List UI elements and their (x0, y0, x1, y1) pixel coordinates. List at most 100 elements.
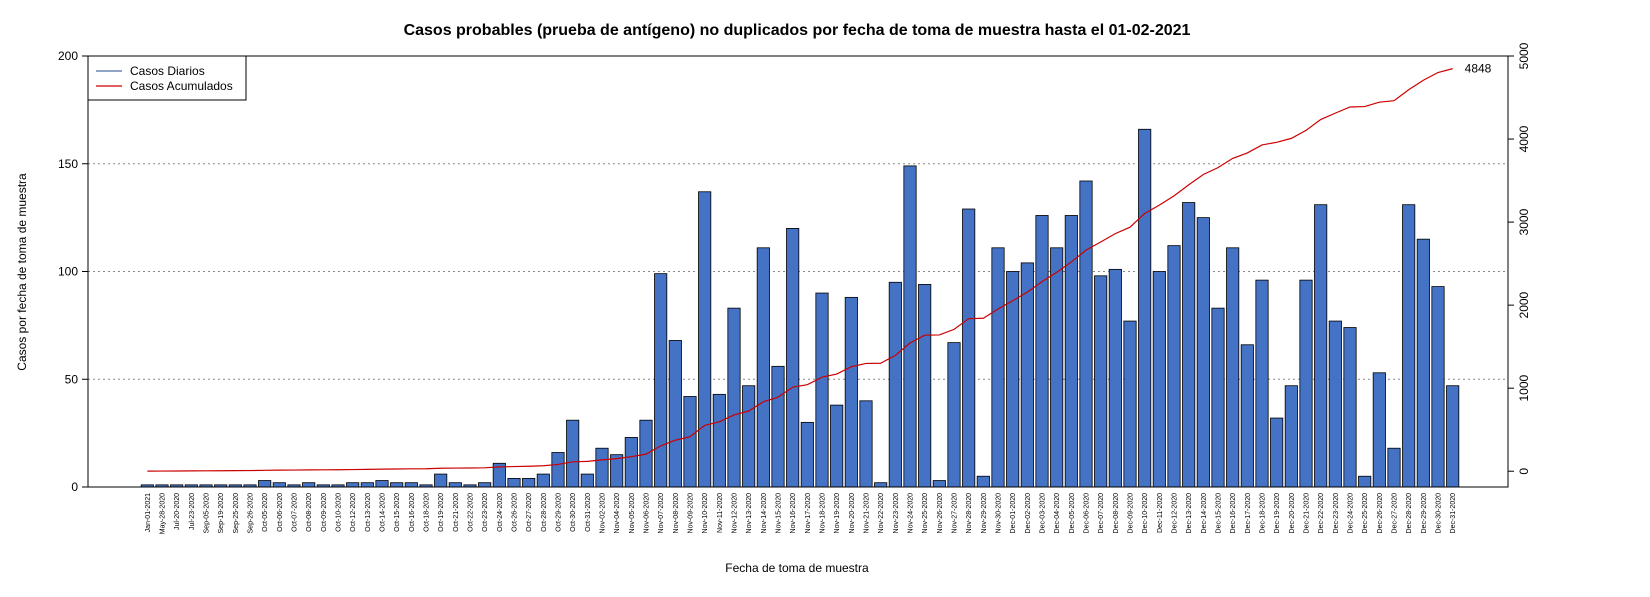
bar (1196, 217, 1210, 488)
x-tick-label: Nov-25-2020 (922, 493, 929, 534)
x-tick-label: Nov-22-2020 (878, 493, 885, 534)
x-tick-label: Dec-08-2020 (1113, 493, 1120, 534)
x-tick-label: Dec-03-2020 (1040, 493, 1047, 534)
bar (1108, 268, 1122, 488)
x-tick-label: Dec-19-2020 (1274, 493, 1281, 534)
x-tick-label: Nov-12-2020 (732, 493, 739, 534)
bar (580, 473, 594, 488)
bar (478, 482, 492, 488)
x-tick-label: Dec-27-2020 (1392, 493, 1399, 534)
x-tick-label: Dec-20-2020 (1289, 493, 1296, 534)
legend-label: Casos Diarios (130, 64, 205, 78)
chart-title: Casos probables (prueba de antígeno) no … (404, 22, 1191, 39)
bar (360, 482, 374, 488)
x-tick-label: Dec-26-2020 (1377, 493, 1384, 534)
bar (566, 419, 580, 488)
y2-tick-label: 3000 (1517, 208, 1531, 235)
bar (1343, 327, 1357, 488)
x-tick-label: Dec-23-2020 (1333, 493, 1340, 534)
legend-box (87, 55, 247, 101)
bar (962, 208, 976, 488)
bar (1211, 307, 1225, 488)
x-tick-label: Dec-01-2020 (1010, 493, 1017, 534)
x-tick-label: Dec-12-2020 (1172, 493, 1179, 534)
x-tick-label: Oct-31-2020 (585, 493, 592, 532)
bar (346, 482, 360, 488)
x-tick-label: Oct-23-2020 (482, 493, 489, 532)
x-tick-label: Nov-26-2020 (937, 493, 944, 534)
x-tick-label: Dec-04-2020 (1054, 493, 1061, 534)
x-tick-label: Jan-01-2021 (145, 493, 152, 532)
x-tick-label: Dec-14-2020 (1201, 493, 1208, 534)
x-tick-label: Nov-04-2020 (614, 493, 621, 534)
x-tick-label: Oct-24-2020 (497, 493, 504, 532)
x-tick-label: Nov-20-2020 (849, 493, 856, 534)
plot-frame (87, 55, 1509, 488)
y2-tick-label: 2000 (1517, 291, 1531, 318)
x-tick-label: Nov-08-2020 (673, 493, 680, 534)
bar (1035, 215, 1049, 488)
bar (1167, 245, 1181, 488)
line (147, 68, 1453, 472)
x-tick-label: Oct-27-2020 (526, 493, 533, 532)
x-tick-label: Dec-15-2020 (1216, 493, 1223, 534)
bar (1358, 475, 1372, 488)
x-tick-label: Oct-16-2020 (409, 493, 416, 532)
x-tick-label: Dec-28-2020 (1406, 493, 1413, 534)
bar (375, 480, 389, 488)
x-tick-label: Oct-10-2020 (336, 493, 343, 532)
x-tick-label: Nov-05-2020 (629, 493, 636, 534)
bar (976, 475, 990, 488)
bar (448, 482, 462, 488)
x-tick-label: Nov-19-2020 (834, 493, 841, 534)
x-tick-label: Oct-06-2020 (277, 493, 284, 532)
y2-tick-label: 0 (1517, 468, 1531, 475)
bar (1152, 271, 1166, 488)
x-tick-label: Dec-31-2020 (1450, 493, 1457, 534)
bar (1431, 286, 1445, 488)
x-tick-label: Oct-26-2020 (512, 493, 519, 532)
x-tick-label: Nov-30-2020 (996, 493, 1003, 534)
x-tick-label: Oct-30-2020 (570, 493, 577, 532)
x-tick-label: Nov-27-2020 (952, 493, 959, 534)
y2-tick-label: 5000 (1517, 42, 1531, 69)
bar (1299, 279, 1313, 488)
bar (742, 385, 756, 488)
bar (771, 365, 785, 488)
x-tick-label: Sep-26-2020 (248, 493, 255, 534)
x-tick-label: Dec-16-2020 (1230, 493, 1237, 534)
bar (1402, 204, 1416, 488)
x-tick-label: Nov-06-2020 (644, 493, 651, 534)
x-tick-label: Nov-07-2020 (658, 493, 665, 534)
x-tick-label: Oct-29-2020 (556, 493, 563, 532)
bar (991, 247, 1005, 488)
x-tick-label: Nov-14-2020 (761, 493, 768, 534)
x-tick-label: Nov-11-2020 (717, 493, 724, 533)
x-tick-label: Dec-13-2020 (1186, 493, 1193, 534)
x-tick-label: Nov-28-2020 (966, 493, 973, 534)
x-tick-label: Oct-19-2020 (438, 493, 445, 532)
bar (668, 340, 682, 488)
bar (786, 227, 800, 488)
x-tick-label: Oct-14-2020 (380, 493, 387, 532)
bar (654, 273, 668, 488)
x-tick-label: Oct-07-2020 (292, 493, 299, 532)
bar (1079, 180, 1093, 488)
bar (815, 292, 829, 488)
x-tick-label: Oct-15-2020 (394, 493, 401, 532)
legend-label: Casos Acumulados (130, 79, 233, 93)
bar (903, 165, 917, 488)
x-tick-label: Dec-18-2020 (1260, 493, 1267, 534)
bar (390, 482, 404, 488)
bar (1138, 128, 1152, 488)
x-tick-label: Dec-30-2020 (1436, 493, 1443, 534)
bar (595, 447, 609, 488)
x-tick-label: Oct-18-2020 (424, 493, 431, 532)
bar (888, 281, 902, 488)
bar (1387, 447, 1401, 488)
bar (756, 247, 770, 488)
bar (683, 396, 697, 488)
x-tick-label: Nov-15-2020 (776, 493, 783, 534)
x-tick-label: Oct-05-2020 (262, 493, 269, 532)
y-tick-label: 50 (65, 372, 79, 386)
